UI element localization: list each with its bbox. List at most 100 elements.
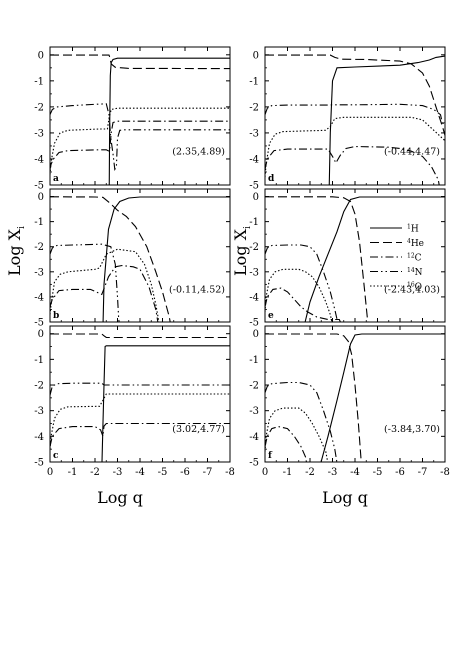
series-12C-line bbox=[265, 426, 307, 462]
panels: 0 -1 -2 -3 -4 -5 a (2.35,4.89) 0 -1 -2 -3 -4 -5 b (-0.1… bbox=[34, 46, 450, 478]
series-12C-line bbox=[50, 264, 159, 322]
series-16O-line bbox=[50, 393, 230, 450]
y-tick-label: 0 bbox=[253, 50, 259, 61]
panel-f: 0 -1 -2 -3 -4 -5 -6 -7 -8 0 -1 -2 -3 -4 -5 f (-3.84,3.70… bbox=[249, 325, 450, 478]
y-tick-label: -1 bbox=[34, 355, 44, 366]
x-tick-label: -7 bbox=[418, 467, 428, 478]
y-tick-label: -2 bbox=[249, 102, 259, 113]
series-14N-line bbox=[265, 244, 339, 322]
series-16O-line bbox=[50, 248, 160, 322]
series-4He-line bbox=[50, 196, 171, 322]
series-1H-line bbox=[102, 196, 230, 322]
x-tick-label: -1 bbox=[283, 467, 293, 478]
y-axis-title-left: Log Xi bbox=[5, 226, 27, 276]
series-14N-line bbox=[265, 103, 445, 127]
x-tick-label: -8 bbox=[225, 467, 235, 478]
panel-letter: c bbox=[53, 451, 59, 461]
y-tick-label: -4 bbox=[249, 154, 259, 165]
y-tick-label: -5 bbox=[249, 318, 259, 329]
x-tick-label: -6 bbox=[395, 467, 405, 478]
panel-annotation: (2.35,4.89) bbox=[172, 147, 225, 158]
series-4He-line bbox=[50, 54, 230, 70]
series-14N-line bbox=[50, 103, 230, 172]
x-tick-label: -4 bbox=[350, 467, 360, 478]
series-1H-line bbox=[328, 55, 445, 185]
series-4He-line bbox=[265, 54, 445, 136]
y-tick-label: -3 bbox=[249, 128, 259, 139]
legend-label-H: 1H bbox=[407, 224, 419, 235]
series-1H-line bbox=[101, 345, 230, 462]
series-14N-line bbox=[50, 382, 230, 396]
x-tick-label: -3 bbox=[328, 467, 338, 478]
panel-annotation: (-3.84,3.70) bbox=[384, 424, 440, 435]
series-12C-line bbox=[50, 120, 230, 170]
y-tick-label: -2 bbox=[34, 381, 44, 392]
svg-text:Log Xi: Log Xi bbox=[5, 226, 27, 276]
x-tick-label: -2 bbox=[305, 467, 315, 478]
y-tick-label: -2 bbox=[34, 102, 44, 113]
panel-b: 0 -1 -2 -3 -4 -5 b (-0.11,4.52) bbox=[34, 188, 231, 329]
panel-letter: a bbox=[53, 174, 59, 184]
x-tick-label: -5 bbox=[158, 467, 168, 478]
x-tick-label: 0 bbox=[47, 467, 53, 478]
series-12C-line bbox=[265, 287, 342, 322]
y-tick-label: -3 bbox=[34, 267, 44, 278]
legend-label-C: 12C bbox=[407, 253, 422, 264]
series-16O-line bbox=[50, 107, 230, 175]
y-tick-label: -1 bbox=[249, 355, 259, 366]
series-16O-line bbox=[265, 268, 333, 322]
y-tick-label: -5 bbox=[34, 181, 44, 192]
x-tick-label: -1 bbox=[68, 467, 78, 478]
y-tick-label: -4 bbox=[34, 432, 44, 443]
y-tick-label: 0 bbox=[38, 329, 44, 340]
panel-frame bbox=[264, 325, 446, 463]
legend: 1H 4He 12C 14N 16O bbox=[370, 224, 424, 293]
series-12C-line bbox=[50, 422, 230, 447]
y-tick-label: -1 bbox=[34, 76, 44, 87]
series-4He-line bbox=[50, 333, 230, 339]
y-tick-label: -2 bbox=[249, 242, 259, 253]
panel-a: 0 -1 -2 -3 -4 -5 a (2.35,4.89) bbox=[34, 46, 231, 192]
y-tick-label: -4 bbox=[34, 154, 44, 165]
y-tick-label: -4 bbox=[34, 292, 44, 303]
series-1H-line bbox=[304, 196, 445, 322]
panel-annotation: (3.02,4.77) bbox=[172, 424, 225, 435]
panel-annotation: (-0.44,4.47) bbox=[384, 147, 440, 158]
series-14N-line bbox=[50, 243, 120, 322]
series-12C-line bbox=[265, 145, 440, 185]
y-tick-label: -3 bbox=[34, 128, 44, 139]
y-tick-label: -1 bbox=[249, 217, 259, 228]
x-tick-label: -7 bbox=[203, 467, 213, 478]
y-tick-label: -3 bbox=[249, 406, 259, 417]
y-tick-label: 0 bbox=[38, 50, 44, 61]
panel-c: 0 -1 -2 -3 -4 -5 -6 -7 -8 0 -1 -2 -3 -4 -5 c (3.02,4.77) bbox=[34, 325, 235, 478]
x-tick-label: -3 bbox=[113, 467, 123, 478]
svg-text:Log Xi: Log Xi bbox=[231, 226, 253, 276]
x-tick-label: -6 bbox=[180, 467, 190, 478]
panel-annotation: (-2.43,4.03) bbox=[384, 285, 440, 296]
y-tick-label: -2 bbox=[249, 381, 259, 392]
series-4He-line bbox=[265, 196, 369, 322]
y-tick-label: -4 bbox=[249, 292, 259, 303]
panel-frame bbox=[49, 46, 231, 186]
y-tick-label: -5 bbox=[34, 458, 44, 469]
x-tick-label: -5 bbox=[373, 467, 383, 478]
panel-letter: e bbox=[268, 311, 274, 321]
panel-letter: d bbox=[268, 174, 275, 184]
series-4He-line bbox=[265, 333, 362, 462]
series-14N-line bbox=[265, 381, 338, 462]
x-axis-title-right: Log q bbox=[322, 488, 368, 507]
x-tick-label: -8 bbox=[440, 467, 450, 478]
y-tick-label: -1 bbox=[249, 76, 259, 87]
y-axis-title-right: Log Xi bbox=[231, 226, 253, 276]
panel-frame bbox=[264, 46, 446, 186]
series-1H-line bbox=[108, 57, 230, 185]
x-tick-label: -4 bbox=[135, 467, 145, 478]
y-tick-label: -5 bbox=[34, 318, 44, 329]
panel-letter: f bbox=[268, 451, 273, 461]
y-tick-label: -5 bbox=[249, 458, 259, 469]
panel-frame bbox=[49, 188, 231, 323]
legend-label-N: 14N bbox=[407, 267, 423, 278]
panel-annotation: (-0.11,4.52) bbox=[169, 285, 225, 296]
